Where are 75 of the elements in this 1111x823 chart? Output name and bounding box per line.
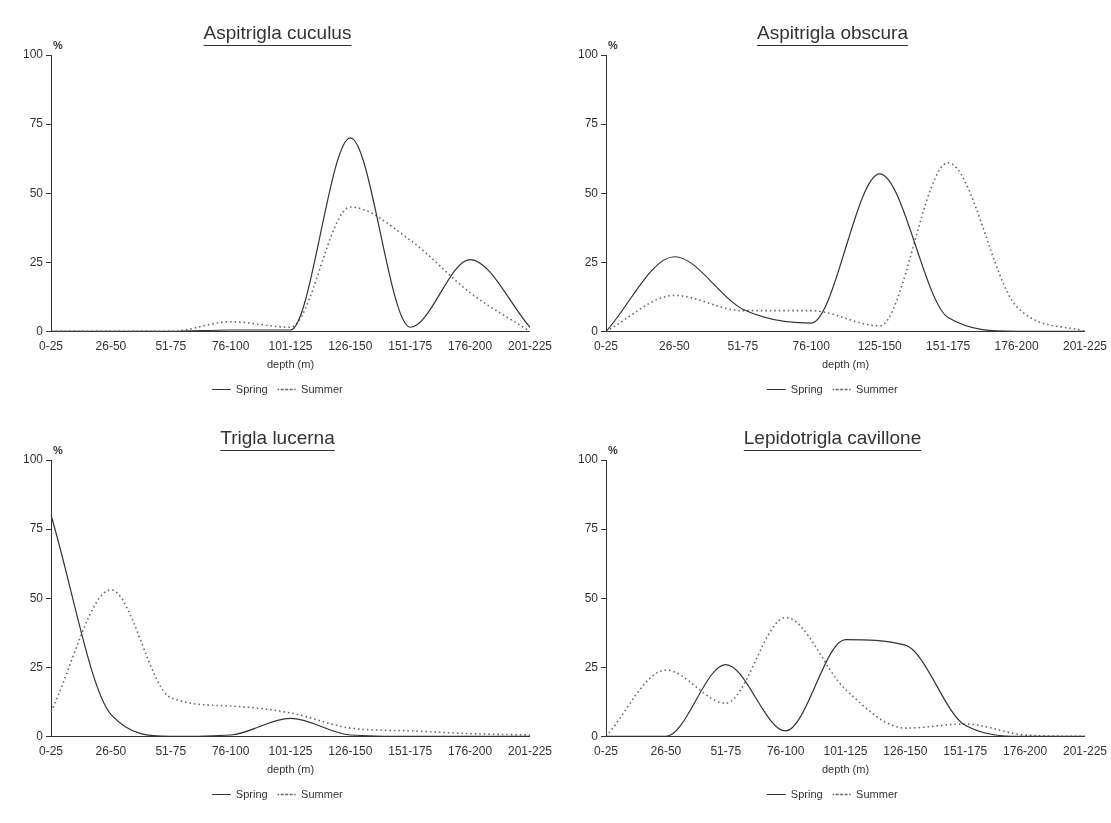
x-tick-label: 126-150 bbox=[328, 743, 373, 758]
x-tick-label: 0-25 bbox=[39, 743, 64, 758]
x-tick-label: 26-50 bbox=[659, 338, 691, 353]
y-tick-label: 75 bbox=[29, 521, 44, 536]
x-tick-label: 201-225 bbox=[507, 743, 553, 758]
legend-label: Spring bbox=[235, 382, 268, 395]
y-tick-label: 100 bbox=[577, 452, 599, 467]
y-tick-label: 50 bbox=[29, 590, 44, 605]
y-tick-label: 50 bbox=[29, 185, 44, 200]
x-axis-title: depth (m) bbox=[821, 763, 870, 776]
x-tick-label: 0-25 bbox=[594, 743, 619, 758]
x-tick-label: 51-75 bbox=[727, 338, 759, 353]
x-tick-label: 76-100 bbox=[792, 338, 831, 353]
x-tick-label: 176-200 bbox=[994, 338, 1039, 353]
x-tick-label: 151-175 bbox=[388, 743, 433, 758]
x-tick-label: 126-150 bbox=[328, 338, 373, 353]
y-tick-label: 25 bbox=[29, 659, 44, 674]
x-tick-label: 101-125 bbox=[823, 743, 868, 758]
x-tick-label: 51-75 bbox=[155, 338, 187, 353]
x-axis-title: depth (m) bbox=[266, 358, 315, 371]
y-tick-label: 75 bbox=[584, 116, 599, 131]
y-tick-label: 75 bbox=[29, 116, 44, 131]
y-axis-title: % bbox=[53, 38, 64, 51]
x-tick-label: 76-100 bbox=[766, 743, 805, 758]
y-axis-title: % bbox=[53, 443, 64, 456]
chart-title: Aspitrigla obscura bbox=[756, 22, 909, 43]
chart-title: Trigla lucerna bbox=[220, 427, 335, 448]
legend-label: Spring bbox=[790, 382, 823, 395]
x-tick-label: 176-200 bbox=[448, 743, 493, 758]
chart-title: Lepidotrigla cavillone bbox=[743, 427, 922, 448]
x-tick-label: 201-225 bbox=[1062, 743, 1108, 758]
y-tick-label: 100 bbox=[577, 47, 599, 62]
x-tick-label: 76-100 bbox=[211, 338, 250, 353]
x-tick-label: 176-200 bbox=[1003, 743, 1048, 758]
chart-title: Aspitrigla cuculus bbox=[203, 22, 352, 43]
x-tick-label: 176-200 bbox=[448, 338, 493, 353]
x-tick-label: 101-125 bbox=[268, 743, 313, 758]
x-tick-label: 51-75 bbox=[710, 743, 742, 758]
legend-label: Spring bbox=[790, 787, 823, 800]
x-tick-label: 126-150 bbox=[883, 743, 928, 758]
y-tick-label: 25 bbox=[584, 659, 599, 674]
legend-label: Summer bbox=[301, 382, 344, 395]
legend-label: Spring bbox=[235, 787, 268, 800]
y-tick-label: 100 bbox=[22, 452, 44, 467]
x-tick-label: 51-75 bbox=[155, 743, 187, 758]
y-axis-title: % bbox=[608, 38, 619, 51]
x-axis-title: depth (m) bbox=[821, 358, 870, 371]
y-axis-title: % bbox=[608, 443, 619, 456]
legend-label: Summer bbox=[856, 787, 899, 800]
x-tick-label: 151-175 bbox=[943, 743, 988, 758]
x-tick-label: 76-100 bbox=[211, 743, 250, 758]
y-tick-label: 25 bbox=[29, 254, 44, 269]
y-tick-label: 50 bbox=[584, 185, 599, 200]
x-tick-label: 201-225 bbox=[507, 338, 553, 353]
legend-label: Summer bbox=[856, 382, 899, 395]
legend-label: Summer bbox=[301, 787, 344, 800]
x-tick-label: 26-50 bbox=[650, 743, 682, 758]
x-tick-label: 0-25 bbox=[39, 338, 64, 353]
x-tick-label: 125-150 bbox=[857, 338, 903, 353]
y-tick-label: 100 bbox=[22, 47, 44, 62]
x-tick-label: 201-225 bbox=[1062, 338, 1108, 353]
x-tick-label: 26-50 bbox=[95, 743, 127, 758]
x-axis-title: depth (m) bbox=[266, 763, 315, 776]
y-tick-label: 0 bbox=[591, 323, 599, 338]
y-tick-label: 25 bbox=[584, 254, 599, 269]
y-tick-label: 0 bbox=[591, 728, 599, 743]
x-tick-label: 101-125 bbox=[268, 338, 313, 353]
x-tick-label: 26-50 bbox=[95, 338, 127, 353]
x-tick-label: 151-175 bbox=[388, 338, 433, 353]
y-tick-label: 50 bbox=[584, 590, 599, 605]
y-tick-label: 0 bbox=[36, 728, 44, 743]
x-tick-label: 151-175 bbox=[926, 338, 971, 353]
y-tick-label: 0 bbox=[36, 323, 44, 338]
y-tick-label: 75 bbox=[584, 521, 599, 536]
x-tick-label: 0-25 bbox=[594, 338, 619, 353]
